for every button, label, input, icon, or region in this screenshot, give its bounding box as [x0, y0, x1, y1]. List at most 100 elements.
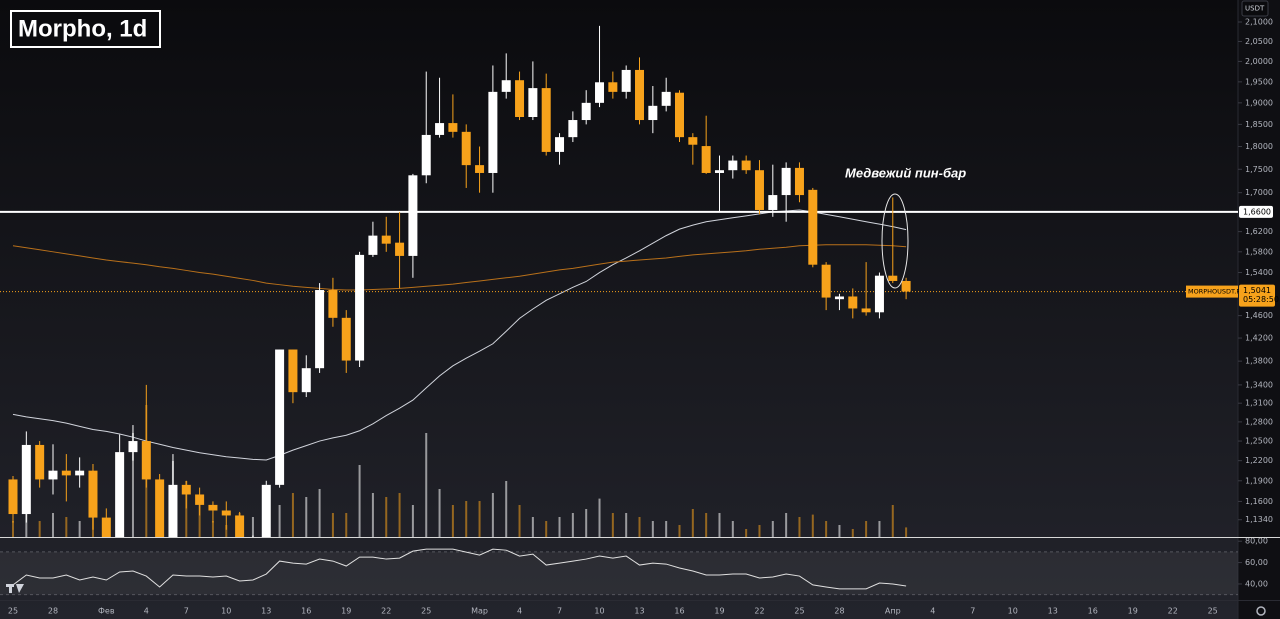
- candle-body: [181, 484, 191, 495]
- x-tick-label: Фев: [98, 607, 115, 616]
- candle-body: [528, 88, 538, 117]
- x-tick-label: 13: [261, 607, 271, 616]
- candle-body: [208, 504, 218, 511]
- candle-body: [768, 195, 778, 210]
- annotation-ellipse: [881, 193, 909, 289]
- candle-body: [115, 452, 125, 537]
- settings-icon[interactable]: [1256, 606, 1266, 616]
- candle-body: [888, 275, 898, 281]
- x-tick-label: 16: [301, 607, 311, 616]
- y-tick-label: 1,5800: [1245, 247, 1273, 256]
- y-tick-label: 1,1900: [1245, 476, 1273, 485]
- volume-bar: [545, 521, 548, 537]
- candle-body: [381, 235, 391, 244]
- currency-button[interactable]: [1241, 0, 1269, 17]
- y-tick-label: 1,6200: [1245, 227, 1273, 236]
- x-tick-label: Апр: [885, 607, 901, 616]
- x-tick-label: 25: [1208, 607, 1218, 616]
- volume-bar: [385, 497, 388, 537]
- volume-bar: [278, 505, 281, 537]
- volume-bar: [678, 525, 681, 537]
- volume-bar: [251, 517, 254, 537]
- osc-tick-label: 80,00: [1245, 537, 1268, 546]
- candle-body: [621, 69, 631, 92]
- osc-tick-label: 40,00: [1245, 579, 1268, 588]
- candle-body: [235, 515, 245, 537]
- oscillator-layer: [0, 548, 1238, 596]
- candle-body: [834, 296, 844, 300]
- y-tick-label: 1,2200: [1245, 456, 1273, 465]
- level-label-bg: [1239, 205, 1273, 218]
- candle-body: [301, 368, 311, 393]
- volume-bar: [518, 505, 521, 537]
- x-tick-label: 10: [1008, 607, 1018, 616]
- y-tick-label: 1,1340: [1245, 515, 1273, 524]
- volume-bar: [451, 505, 454, 537]
- volume-bar: [611, 513, 614, 537]
- volume-bar: [758, 525, 761, 537]
- candle-body: [128, 441, 138, 453]
- x-tick-label: 10: [221, 607, 231, 616]
- x-tick-label: 22: [381, 607, 391, 616]
- y-tick-label: 1,9000: [1245, 98, 1273, 107]
- candle-body: [475, 165, 485, 173]
- volume-bar: [878, 521, 881, 537]
- candle-body: [595, 82, 605, 103]
- y-tick-label: 1,8500: [1245, 120, 1273, 129]
- volume-bar: [585, 509, 588, 537]
- candle-body: [341, 317, 351, 361]
- volume-bar: [531, 517, 534, 537]
- volume-bar: [38, 521, 41, 537]
- volume-bar: [305, 497, 308, 537]
- candle-body: [461, 131, 471, 166]
- candle-body: [408, 175, 418, 256]
- candle-body: [155, 479, 165, 537]
- y-tick-label: 1,2800: [1245, 417, 1273, 426]
- y-tick-label: 1,3100: [1245, 399, 1273, 408]
- logo: [6, 584, 24, 593]
- moving-average: [12, 244, 907, 291]
- candle-body: [728, 160, 738, 171]
- x-tick-label: 10: [594, 607, 604, 616]
- candle-body: [395, 242, 405, 256]
- x-tick-label: 25: [8, 607, 18, 616]
- y-tick-label: 1,8000: [1245, 142, 1273, 151]
- candle-body: [275, 349, 285, 485]
- candle-body: [515, 80, 525, 117]
- candle-body: [101, 517, 111, 537]
- osc-band: [0, 551, 1238, 595]
- candle-body: [315, 290, 325, 369]
- candle-body: [688, 137, 698, 145]
- candle-body: [355, 254, 365, 361]
- volume-bar: [398, 493, 401, 537]
- volume-bar: [865, 521, 868, 537]
- last-price-label: 1,5041: [1243, 286, 1271, 295]
- symbol-label-bg: [1186, 285, 1238, 298]
- candle-body: [168, 484, 178, 537]
- y-tick-label: 2,1000: [1245, 18, 1273, 27]
- volume-bar: [478, 501, 481, 537]
- countdown: 05:28:50: [1243, 295, 1279, 304]
- x-tick-label: 4: [144, 607, 149, 616]
- y-tick-label: 1,3800: [1245, 357, 1273, 366]
- x-tick-label: 4: [930, 607, 935, 616]
- volume-bar: [318, 489, 321, 537]
- candle-body: [88, 470, 98, 518]
- volume-bar: [558, 517, 561, 537]
- candle-body: [714, 170, 724, 173]
- price-layer: [0, 25, 1238, 537]
- x-tick-label: 19: [714, 607, 724, 616]
- candle-body: [421, 134, 431, 176]
- volume-bar: [825, 521, 828, 537]
- currency: USDT: [1245, 5, 1265, 13]
- volume-bar: [185, 481, 188, 537]
- ma-layer: [12, 209, 907, 461]
- candle-body: [701, 146, 711, 173]
- x-tick-label: 7: [970, 607, 975, 616]
- volume-bar: [838, 525, 841, 537]
- x-tick-label: 25: [794, 607, 804, 616]
- candle-body: [648, 105, 658, 121]
- y-tick-label: 1,2500: [1245, 437, 1273, 446]
- volume-bar: [491, 493, 494, 537]
- symbol-label: MORPHOUSDT.P: [1188, 288, 1240, 296]
